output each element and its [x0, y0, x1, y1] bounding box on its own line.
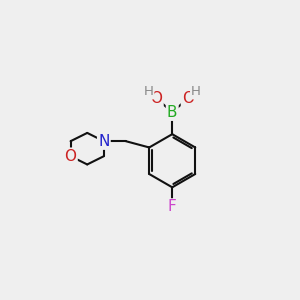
Text: N: N: [98, 134, 110, 149]
Text: F: F: [168, 200, 177, 214]
Text: O: O: [64, 149, 76, 164]
Text: H: H: [143, 85, 153, 98]
Text: B: B: [167, 105, 178, 120]
Text: O: O: [182, 91, 194, 106]
Text: O: O: [151, 91, 163, 106]
Text: H: H: [191, 85, 201, 98]
